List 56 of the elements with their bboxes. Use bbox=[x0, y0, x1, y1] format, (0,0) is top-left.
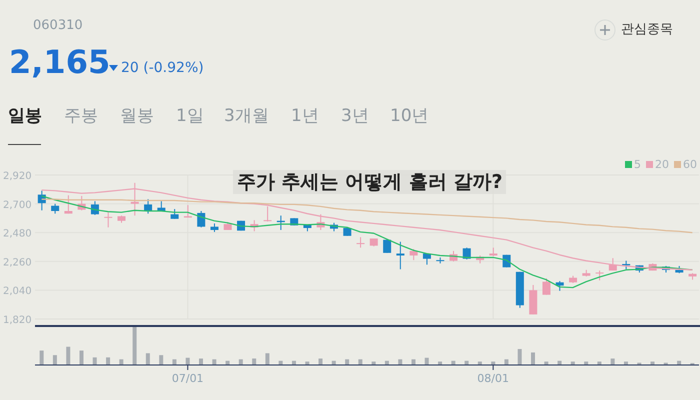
text: 주봉 bbox=[64, 105, 98, 127]
legend-label: 60 bbox=[683, 158, 697, 171]
text: 3개월 bbox=[224, 105, 269, 127]
chart-title: 주가 추세는 어떻게 흘러 갈까? bbox=[233, 170, 506, 194]
legend-label: 5 bbox=[634, 158, 641, 171]
candlestick bbox=[383, 238, 392, 254]
text: 20 (-0.92%) bbox=[121, 60, 204, 76]
legend-label: 20 bbox=[655, 158, 669, 171]
candlestick bbox=[264, 206, 272, 222]
bar bbox=[106, 357, 110, 365]
x-tick-label: 07/01 bbox=[172, 372, 204, 385]
text: 월봉 bbox=[120, 105, 154, 127]
text: 일봉 bbox=[8, 105, 42, 127]
y-tick-label: 2,260 bbox=[3, 257, 32, 268]
y-tick-label: 1,820 bbox=[3, 315, 32, 326]
candlestick bbox=[51, 203, 60, 214]
text: 1년 bbox=[291, 105, 319, 127]
y-tick-label: 2,480 bbox=[3, 228, 32, 240]
text: 060310 bbox=[33, 18, 83, 33]
y-tick-label: 2,920 bbox=[3, 171, 32, 182]
text: 2,165 bbox=[9, 42, 110, 82]
bar bbox=[40, 350, 44, 365]
candlestick bbox=[64, 194, 72, 214]
bar bbox=[146, 353, 150, 365]
text: 1일 bbox=[176, 105, 204, 127]
candlestick bbox=[542, 278, 550, 296]
bar bbox=[52, 355, 57, 365]
y-tick-label: 2,700 bbox=[3, 200, 32, 211]
candlestick bbox=[596, 270, 604, 281]
bar bbox=[252, 358, 256, 365]
bar bbox=[518, 349, 522, 365]
candlestick bbox=[356, 236, 365, 248]
candlestick bbox=[104, 212, 112, 228]
candlestick bbox=[144, 198, 152, 214]
bar bbox=[531, 352, 536, 365]
x-tick-label: 08/01 bbox=[477, 372, 510, 385]
bar bbox=[265, 353, 270, 365]
bar bbox=[424, 358, 429, 365]
bar bbox=[132, 327, 137, 365]
candlestick bbox=[462, 247, 471, 260]
bar bbox=[66, 346, 70, 365]
y-tick-label: 2,040 bbox=[3, 286, 32, 298]
bar bbox=[186, 358, 190, 365]
text: 관심종목 bbox=[621, 21, 673, 38]
candlestick bbox=[170, 208, 179, 220]
candlestick bbox=[410, 248, 418, 261]
candlestick bbox=[396, 241, 404, 270]
bar bbox=[199, 358, 204, 365]
candlestick bbox=[184, 204, 192, 218]
bar bbox=[610, 358, 615, 365]
text: 10년 bbox=[390, 105, 429, 127]
bar bbox=[79, 350, 84, 365]
bar bbox=[92, 357, 97, 365]
bar bbox=[159, 355, 164, 365]
text: 3년 bbox=[341, 105, 369, 127]
bar bbox=[318, 358, 323, 365]
